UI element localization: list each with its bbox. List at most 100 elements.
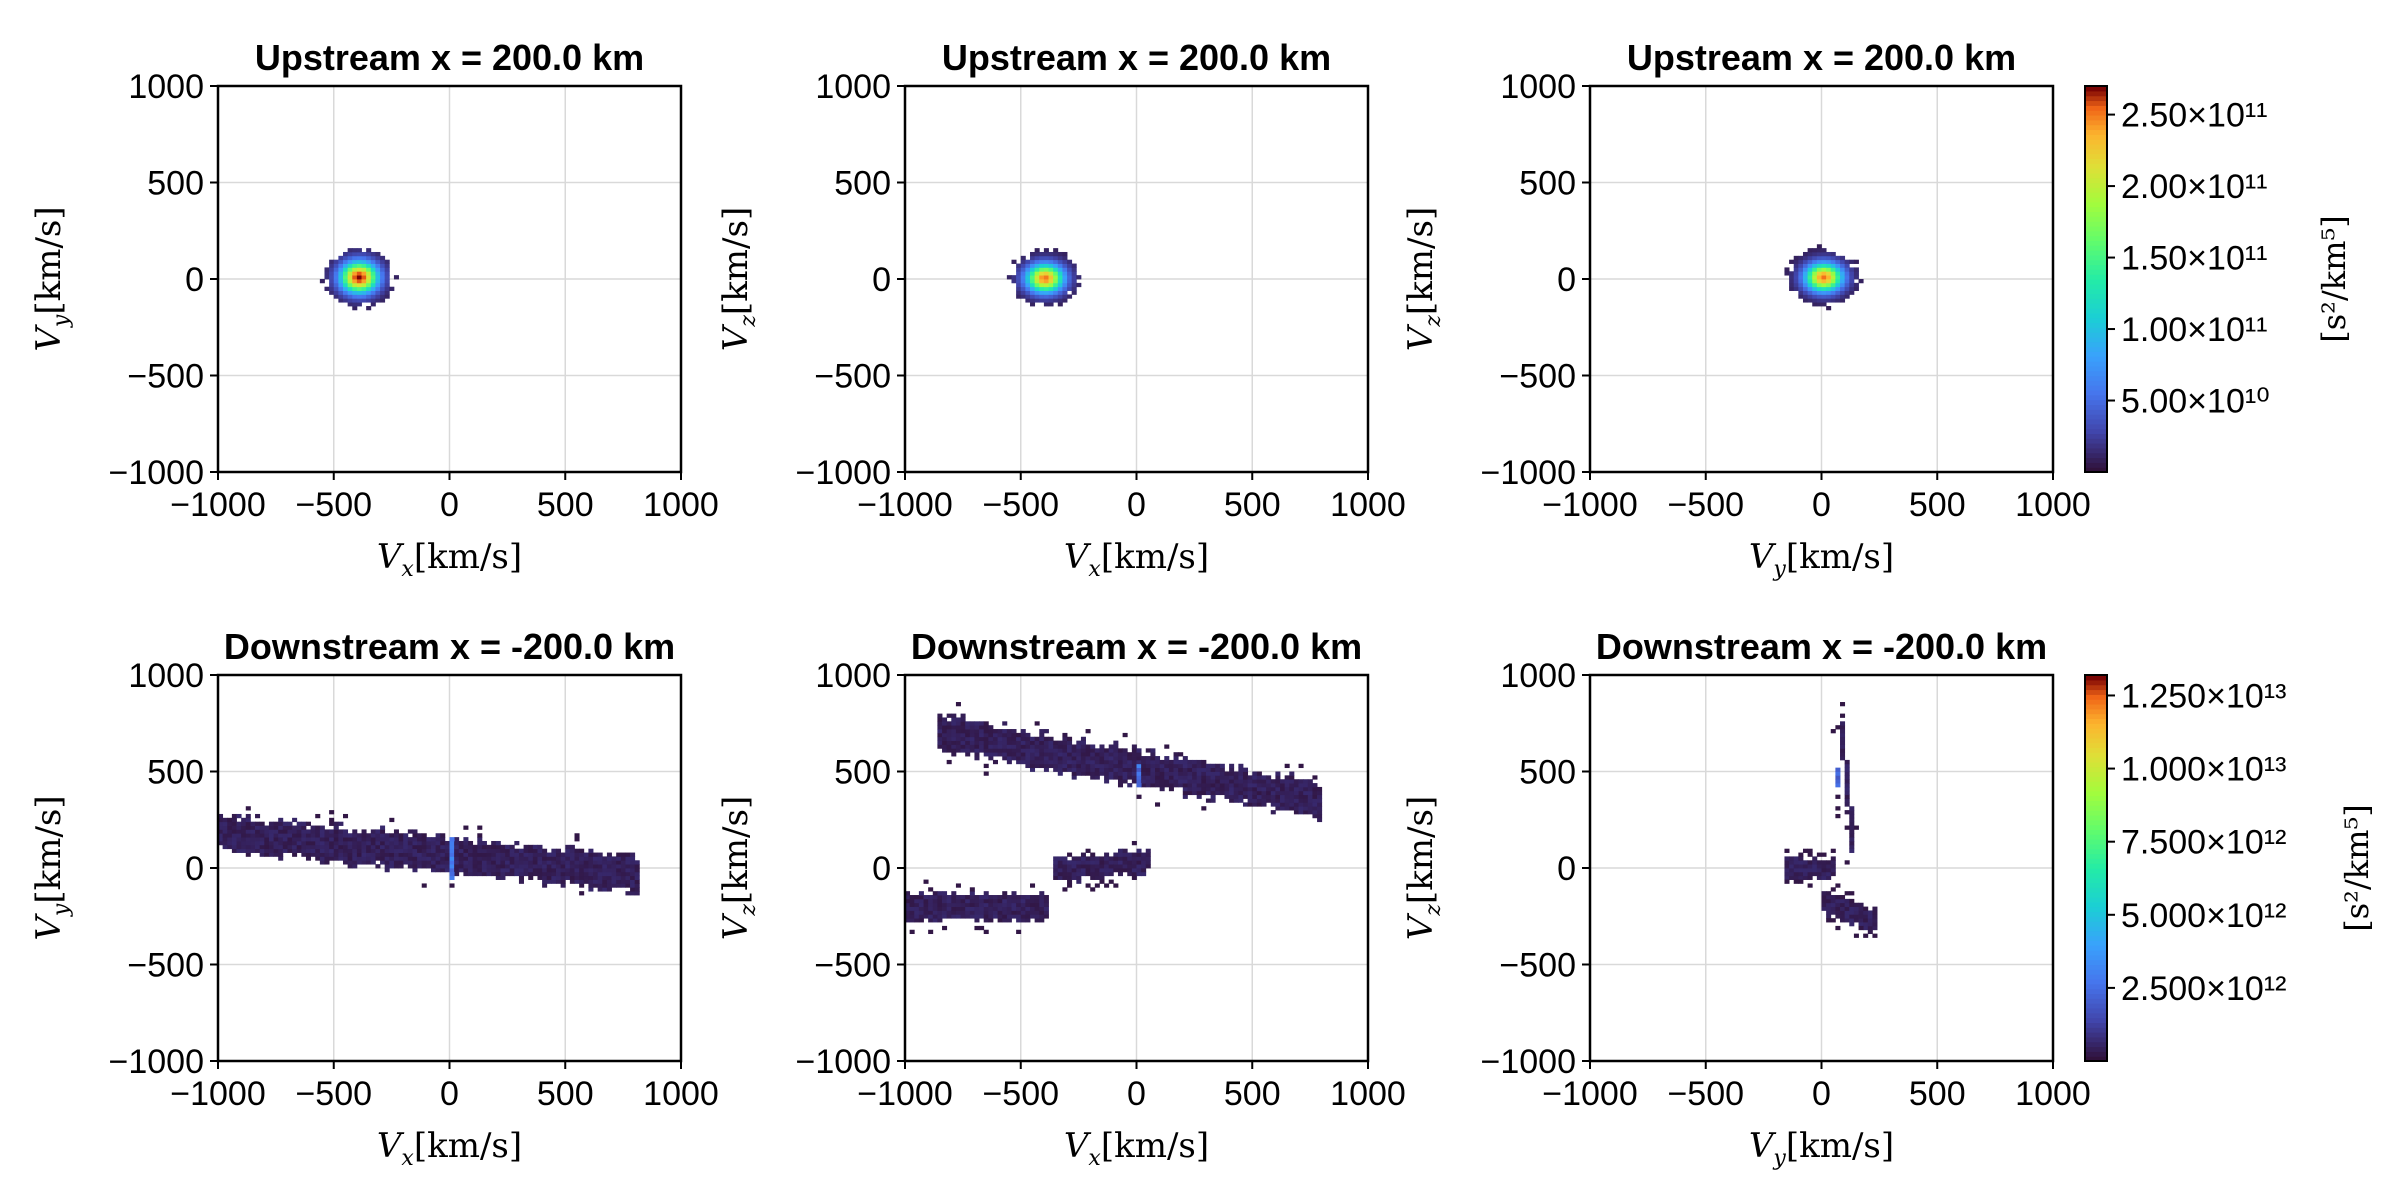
heatmap-cell <box>1830 860 1836 865</box>
heatmap-cell <box>375 286 381 291</box>
heatmap-cell <box>1807 883 1813 888</box>
heatmap-cell <box>1849 833 1855 838</box>
heatmap-cell <box>1043 914 1049 919</box>
heatmap-cell <box>1840 275 1846 280</box>
heatmap-cell <box>296 821 302 826</box>
heatmap-cell <box>389 840 395 846</box>
heatmap-cell <box>1034 721 1040 726</box>
y-tick-label: 0 <box>1557 261 1576 299</box>
heatmap-cell <box>417 844 423 850</box>
heatmap-cell <box>579 848 585 853</box>
heatmap-cell <box>347 279 353 284</box>
heatmap-cell <box>338 255 344 261</box>
heatmap-cell <box>1168 767 1174 772</box>
heatmap-cell <box>1238 775 1244 780</box>
heatmap-cell <box>384 275 390 280</box>
heatmap-cell <box>1020 290 1026 295</box>
heatmap-cell <box>914 902 920 907</box>
heatmap-cell <box>634 864 640 869</box>
heatmap-cell <box>1030 279 1036 284</box>
heatmap-cell <box>1057 290 1063 295</box>
heatmap-cell <box>1289 802 1295 807</box>
heatmap-cell <box>1284 802 1290 807</box>
heatmap-cell <box>1229 786 1235 792</box>
heatmap-cells <box>1784 244 1864 311</box>
heatmap-cell <box>370 271 376 276</box>
heatmap-cell <box>1099 771 1105 776</box>
heatmap-cell <box>1062 740 1068 745</box>
heatmap-cell <box>1113 752 1119 757</box>
heatmap-cell <box>259 852 265 857</box>
x-tick-label: −1000 <box>857 486 953 524</box>
heatmap-cell <box>1099 748 1105 753</box>
heatmap-cell <box>1131 775 1137 780</box>
heatmap-cell <box>579 891 585 896</box>
heatmap-cell <box>1215 767 1221 772</box>
heatmap-cell <box>1178 763 1184 769</box>
colorbar-segment <box>2085 225 2107 232</box>
heatmap-cell <box>1238 767 1244 772</box>
heatmap-cell <box>1840 729 1846 734</box>
heatmap-cell <box>1020 263 1026 268</box>
heatmap-cell <box>583 875 589 880</box>
heatmap-cell <box>370 302 376 307</box>
heatmap-cell <box>1155 783 1161 788</box>
heatmap-cell <box>1844 918 1850 923</box>
heatmap-cell <box>555 864 562 869</box>
heatmap-cell <box>946 725 952 730</box>
heatmap-cell <box>1071 771 1077 776</box>
colorbar-segment <box>2085 312 2107 319</box>
colorbar-segment <box>2085 370 2107 377</box>
colorbar-segment <box>2085 785 2107 792</box>
heatmap-cell <box>1215 790 1221 796</box>
heatmap-cell <box>965 721 971 726</box>
heatmap-cell <box>1312 806 1318 811</box>
heatmap-cell <box>273 848 279 853</box>
heatmap-cell <box>255 821 261 826</box>
heatmap-cell <box>974 729 980 734</box>
x-tick-label: −500 <box>295 486 372 524</box>
heatmap-cell <box>979 725 985 730</box>
heatmap-cell <box>1812 286 1818 291</box>
heatmap-cell <box>1043 767 1049 772</box>
panel-title: Downstream x = -200.0 km <box>1596 626 2047 667</box>
heatmap-cell <box>370 860 376 865</box>
heatmap-cell <box>1057 860 1063 865</box>
heatmap-cell <box>611 860 617 865</box>
heatmap-cell <box>1071 775 1077 780</box>
heatmap-cell <box>389 864 395 869</box>
heatmap-cell <box>1182 767 1188 772</box>
heatmap-cell <box>1136 767 1142 772</box>
heatmap-cell <box>370 263 376 268</box>
heatmap-cell <box>1094 748 1100 753</box>
heatmap-cell <box>1830 259 1836 264</box>
heatmap-cell <box>1131 771 1137 776</box>
heatmap-cell <box>1275 771 1281 776</box>
heatmap-cell <box>542 852 548 857</box>
heatmap-cell <box>546 860 552 865</box>
heatmap-cell <box>1826 895 1832 900</box>
heatmap-cell <box>1844 786 1850 792</box>
heatmap-cell <box>918 902 924 907</box>
heatmap-cell <box>1826 906 1832 911</box>
heatmap-cell <box>227 821 233 826</box>
heatmap-cell <box>1071 748 1077 753</box>
heatmap-cell <box>1043 756 1049 761</box>
heatmap-cell <box>389 848 395 853</box>
y-tick-label: 500 <box>147 754 204 792</box>
colorbar-segment <box>2085 182 2107 188</box>
heatmap-cell <box>1802 864 1809 869</box>
heatmap-cell <box>1816 864 1822 869</box>
heatmap-cell <box>955 725 961 730</box>
heatmap-cell <box>1016 895 1022 900</box>
heatmap-cell <box>979 748 985 753</box>
colorbar-segment <box>2085 447 2107 454</box>
heatmap-cell <box>273 821 279 826</box>
heatmap-cell <box>616 852 622 857</box>
heatmap-cell <box>1807 248 1813 253</box>
heatmap-cell <box>583 864 589 869</box>
heatmap-cell <box>1043 740 1049 745</box>
heatmap-cell <box>1062 286 1068 291</box>
heatmap-cell <box>361 263 367 268</box>
heatmap-cell <box>1145 783 1151 788</box>
